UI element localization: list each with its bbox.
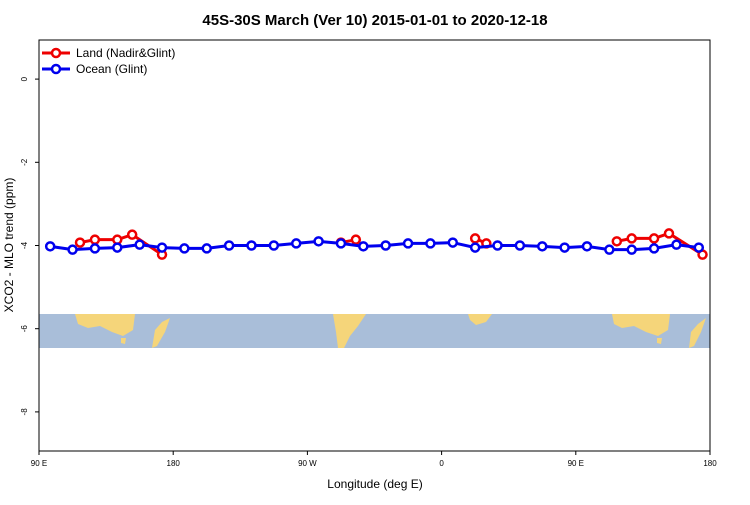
data-point — [514, 240, 526, 251]
data-point — [67, 244, 78, 255]
data-point — [223, 240, 235, 251]
data-point — [671, 239, 682, 250]
data-point — [358, 241, 369, 252]
y-tick-label: -6 — [20, 325, 29, 333]
data-point — [425, 238, 436, 249]
x-tick-label: 0 — [439, 459, 444, 468]
data-point — [469, 233, 481, 244]
data-point — [156, 242, 168, 253]
legend-marker — [50, 63, 62, 75]
data-point — [268, 240, 280, 251]
x-tick-label: 180 — [167, 459, 181, 468]
y-tick-label: -2 — [20, 158, 29, 166]
data-point — [469, 242, 481, 253]
map-band — [39, 314, 710, 348]
data-point — [604, 244, 615, 255]
data-point — [537, 241, 548, 252]
data-point — [626, 244, 637, 255]
data-point — [402, 238, 414, 249]
data-point — [693, 242, 705, 253]
x-tick-label: 180 — [703, 459, 717, 468]
data-point — [663, 228, 675, 239]
y-tick-label: -8 — [20, 408, 29, 416]
data-point — [179, 243, 190, 254]
x-tick-label: 90 W — [298, 459, 317, 468]
data-point — [134, 239, 145, 250]
x-axis-label: Longitude (deg E) — [327, 477, 422, 491]
legend-marker — [50, 47, 62, 59]
data-point — [313, 236, 324, 247]
data-point — [112, 242, 123, 253]
data-point — [74, 237, 86, 248]
data-point — [201, 243, 212, 254]
data-point — [44, 241, 56, 252]
data-point — [648, 233, 660, 244]
legend-label: Land (Nadir&Glint) — [76, 46, 175, 60]
legend-label: Ocean (Glint) — [76, 62, 147, 76]
data-point — [648, 243, 660, 254]
x-tick-label: 90 E — [31, 459, 47, 468]
y-tick-label: 0 — [20, 76, 29, 81]
data-point — [126, 229, 138, 240]
x-tick-label: 90 E — [568, 459, 584, 468]
y-tick-label: -4 — [20, 241, 29, 249]
data-point — [350, 234, 362, 245]
data-point — [611, 236, 623, 247]
data-point — [380, 240, 391, 251]
series-line — [49, 239, 700, 252]
chart-title: 45S-30S March (Ver 10) 2015-01-01 to 202… — [202, 12, 547, 29]
y-axis-label: XCO2 - MLO trend (ppm) — [2, 178, 16, 313]
data-point — [447, 237, 459, 248]
data-point — [246, 240, 257, 251]
data-point — [581, 241, 593, 252]
data-point — [492, 240, 503, 251]
data-point — [89, 243, 101, 254]
data-point — [626, 233, 637, 244]
data-point — [290, 238, 302, 249]
data-point — [89, 234, 101, 245]
data-point — [559, 242, 570, 253]
data-point — [335, 238, 347, 249]
